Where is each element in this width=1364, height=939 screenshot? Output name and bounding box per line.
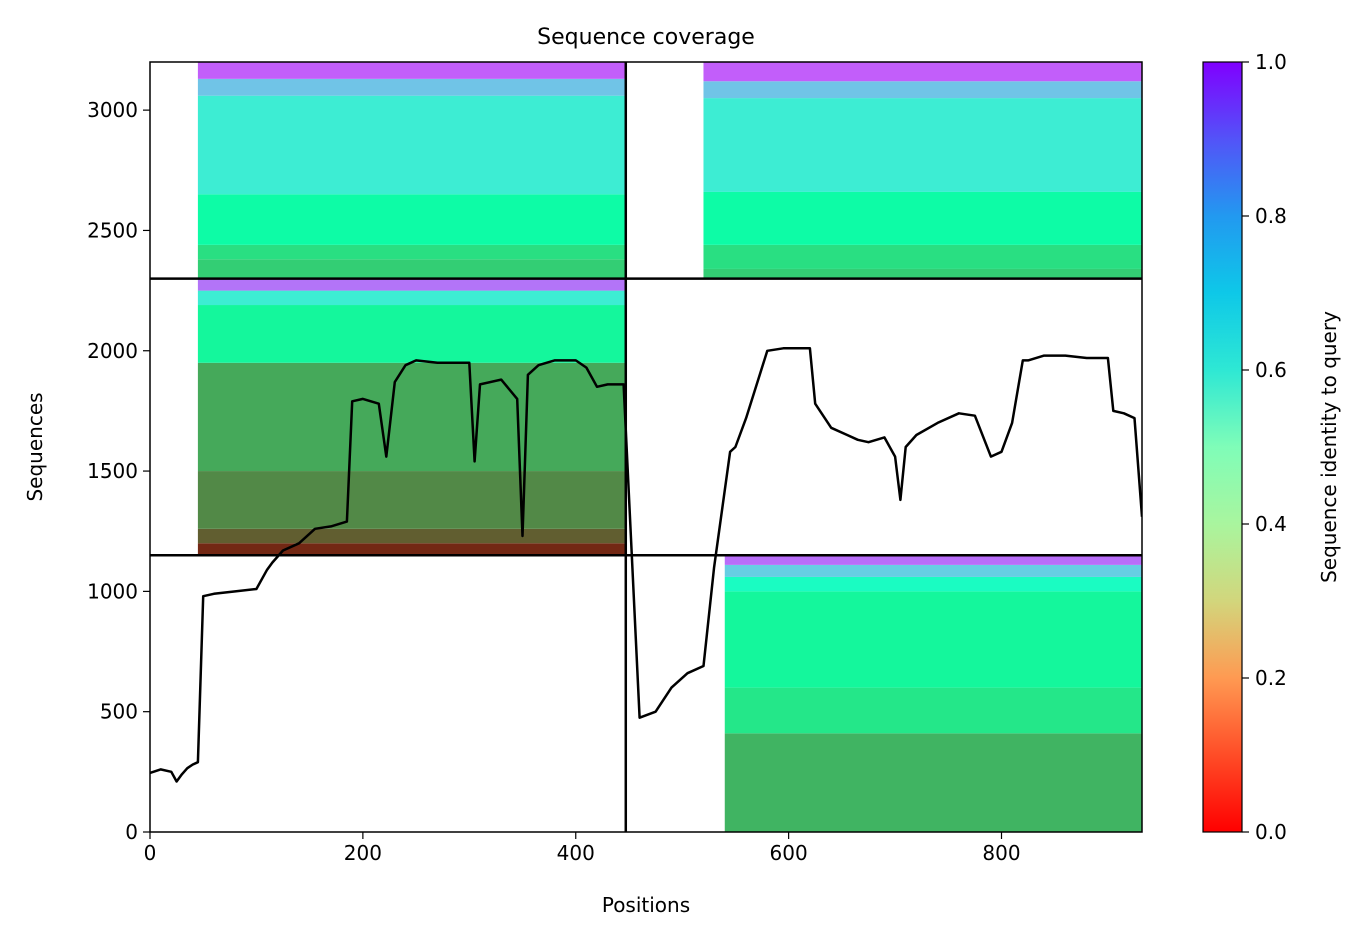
y-tick-label: 3000	[87, 98, 138, 122]
y-tick-label: 2500	[87, 218, 138, 242]
colorbar-tick-label: 1.0	[1255, 50, 1287, 74]
x-tick-label: 0	[144, 841, 157, 865]
x-tick-label: 800	[982, 841, 1020, 865]
heatmap-band	[724, 564, 1142, 577]
y-axis-ticks: 0 500 1000 1500 2000 2500 3000	[87, 98, 150, 844]
heatmap-band	[703, 268, 1142, 279]
colorbar-tick-label: 0.0	[1255, 820, 1287, 844]
heatmap-band	[724, 687, 1142, 734]
heatmap-band	[197, 290, 626, 306]
coverage-line-layer	[150, 347, 1142, 783]
colorbar-tick-label: 0.6	[1255, 358, 1287, 382]
y-tick-label: 0	[125, 820, 138, 844]
heatmap-band	[197, 362, 626, 472]
y-tick-label: 2000	[87, 339, 138, 363]
heatmap-band	[197, 244, 626, 260]
heatmap-band	[197, 194, 626, 245]
coverage-heatmap	[197, 62, 1142, 832]
heatmap-band	[197, 471, 626, 529]
heatmap-band	[724, 591, 1142, 688]
heatmap-band	[724, 733, 1142, 832]
x-axis-ticks: 0 200 400 600 800	[144, 832, 1021, 865]
colorbar-label: Sequence identity to query	[1317, 311, 1341, 583]
x-tick-label: 200	[344, 841, 382, 865]
colorbar-ticks: 0.0 0.2 0.4 0.6 0.8 1.0	[1242, 50, 1287, 844]
heatmap-band	[724, 555, 1142, 565]
heatmap-band	[197, 62, 626, 79]
heatmap-band	[197, 78, 626, 96]
heatmap-band	[197, 528, 626, 544]
chart-title: Sequence coverage	[537, 25, 755, 50]
colorbar-tick-label: 0.2	[1255, 666, 1287, 690]
heatmap-band	[197, 278, 626, 291]
x-axis-label: Positions	[602, 893, 690, 917]
coverage-line	[150, 347, 1142, 783]
y-tick-label: 500	[100, 700, 138, 724]
plot-frame	[149, 61, 1143, 833]
y-tick-label: 1500	[87, 459, 138, 483]
x-tick-label: 600	[770, 841, 808, 865]
colorbar	[1202, 61, 1243, 833]
heatmap-band	[197, 259, 626, 279]
heatmap-band	[703, 98, 1142, 192]
heatmap-band	[703, 191, 1142, 245]
heatmap-band	[197, 543, 626, 556]
heatmap-band	[703, 244, 1142, 269]
y-axis-label: Sequences	[23, 392, 47, 501]
colorbar-tick-label: 0.8	[1255, 204, 1287, 228]
x-tick-label: 400	[557, 841, 595, 865]
heatmap-band	[724, 576, 1142, 592]
heatmap-band	[197, 95, 626, 195]
colorbar-tick-label: 0.4	[1255, 512, 1287, 536]
y-tick-label: 1000	[87, 579, 138, 603]
heatmap-band	[703, 81, 1142, 99]
heatmap-band	[703, 62, 1142, 82]
heatmap-band	[197, 305, 626, 363]
